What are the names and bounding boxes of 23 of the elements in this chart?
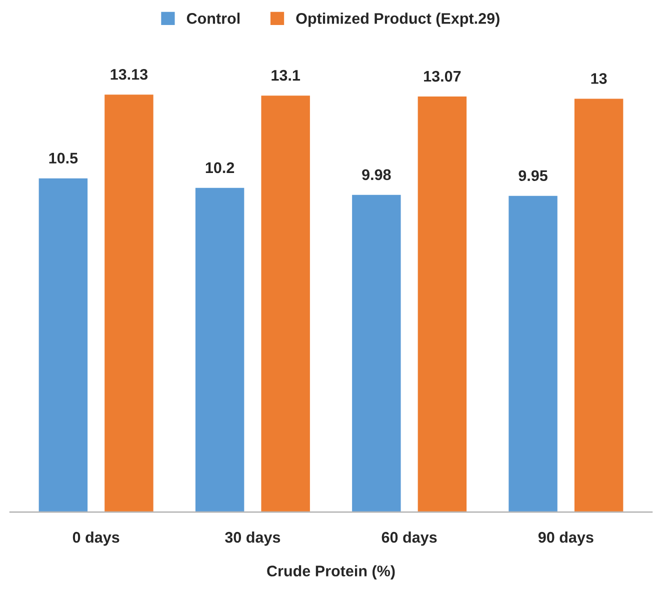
data-label: 13 (591, 73, 607, 84)
data-label: 9.95 (518, 170, 548, 182)
bar (37, 176, 89, 512)
bar (507, 194, 559, 512)
x-tick-label: 30 days (225, 532, 280, 546)
bar (194, 186, 246, 512)
bar (260, 94, 312, 512)
data-label: 10.5 (49, 152, 78, 164)
x-tick-label: 0 days (72, 532, 120, 546)
data-label: 10.2 (206, 162, 234, 174)
bar (416, 95, 468, 512)
data-label: 13.13 (110, 68, 148, 80)
data-label: 9.98 (362, 169, 391, 180)
data-label: 13.1 (272, 70, 300, 81)
bar (350, 194, 402, 512)
bar (103, 93, 155, 512)
data-label: 13.07 (424, 70, 461, 82)
legend-label: Optimized Product (Expt.29) (296, 12, 500, 27)
x-axis-title: Crude Protein (%) (267, 565, 395, 580)
x-tick-label: 90 days (538, 532, 594, 546)
x-tick-label: 60 days (382, 532, 437, 546)
legend-label: Control (186, 12, 240, 24)
bar (573, 97, 625, 512)
